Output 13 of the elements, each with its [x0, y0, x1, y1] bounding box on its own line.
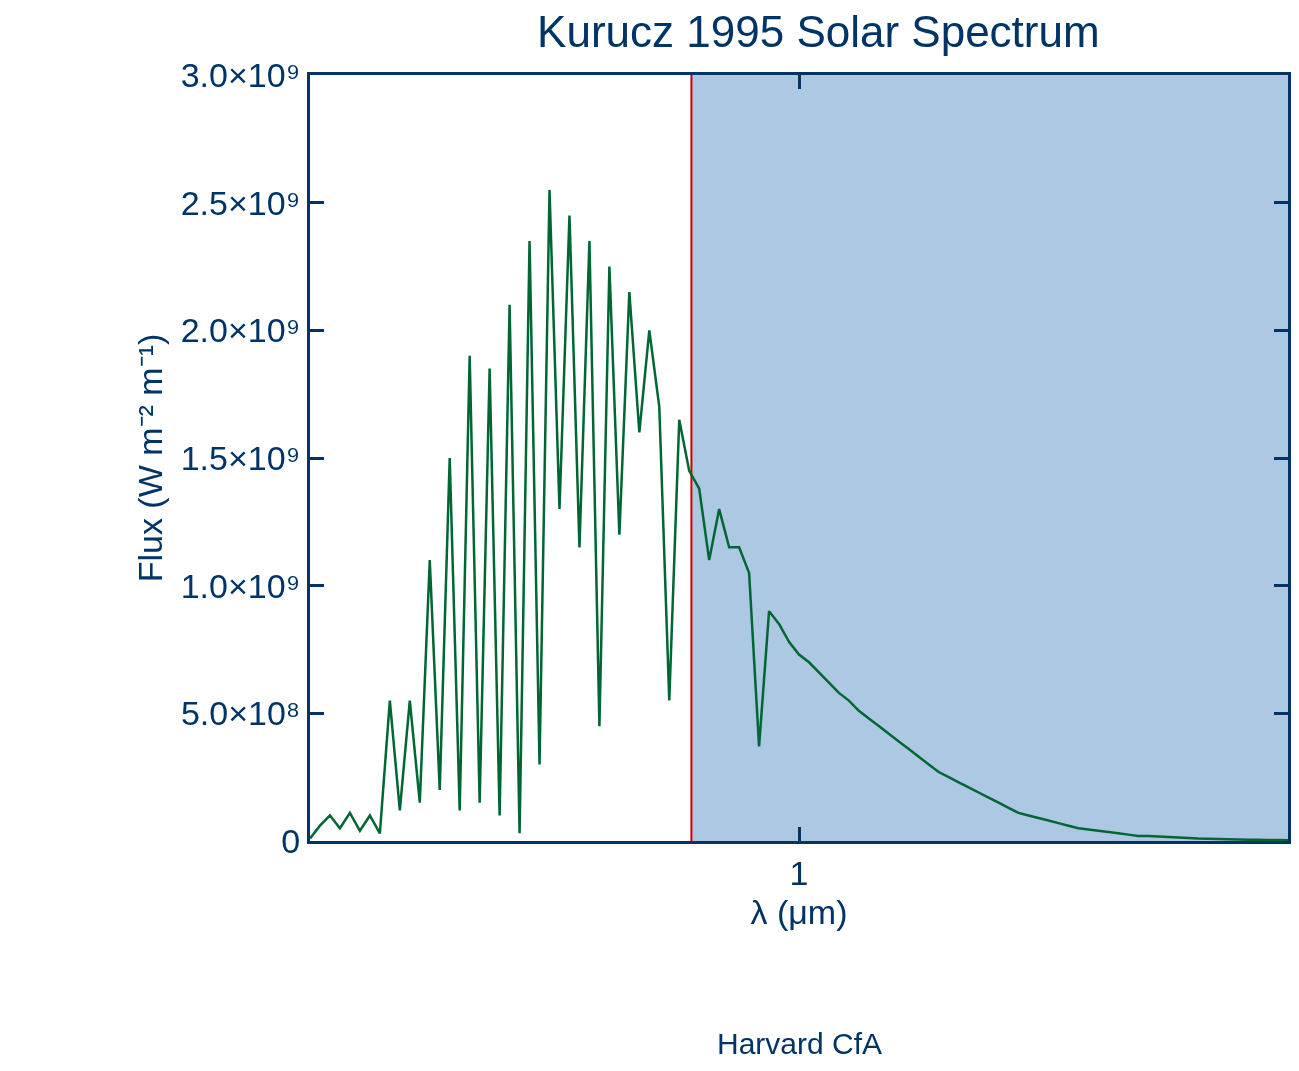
- x-axis-title: λ (μm): [750, 893, 848, 932]
- line-series: [310, 188, 1288, 841]
- chart-title: Kurucz 1995 Solar Spectrum: [537, 6, 1100, 56]
- y-tick-label: 1.5×10⁹: [180, 438, 301, 477]
- y-tick-label: 3.0×10⁹: [180, 55, 301, 94]
- y-tick-label: 0: [281, 821, 301, 860]
- x-tick-label: 1: [789, 853, 809, 892]
- y-tick-label: 1.0×10⁹: [180, 566, 301, 605]
- text: Harvard CfA: [717, 1027, 883, 1060]
- y-axis-title: Flux (W m⁻² m⁻¹): [131, 333, 170, 583]
- y-tick-label: 5.0×10⁸: [180, 694, 301, 733]
- y-tick-label: 2.0×10⁹: [180, 311, 301, 350]
- y-tick-label: 2.5×10⁹: [180, 183, 301, 222]
